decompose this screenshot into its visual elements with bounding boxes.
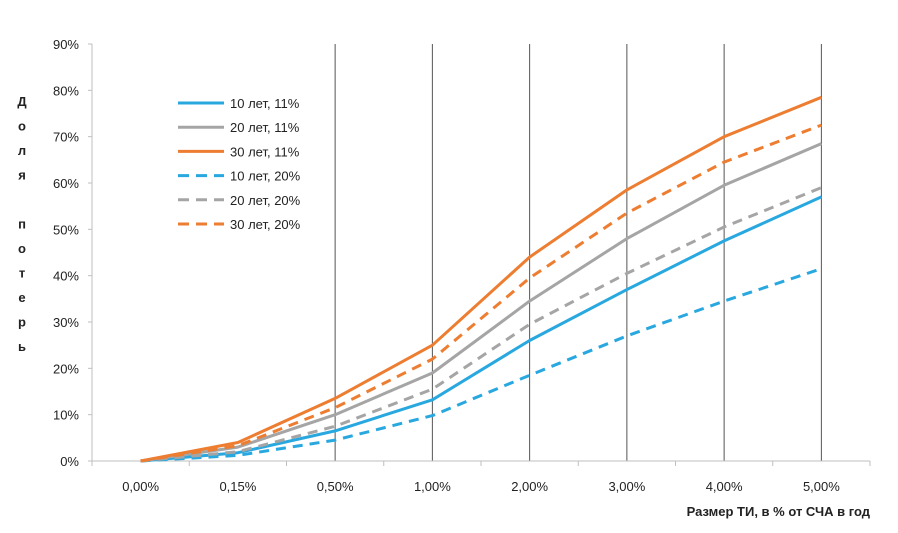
y-axis-label-letter: о [18,241,26,256]
legend-label: 20 лет, 20% [230,193,301,208]
y-tick-label: 30% [53,315,79,330]
x-tick-label: 1,00% [414,479,451,494]
vertical-gridlines [334,44,822,461]
legend-label: 30 лет, 20% [230,217,301,232]
y-axis-label-letter: л [18,143,26,158]
x-axis-ticks: 0,00% 0,15% 0,50% 1,00% 2,00% 3,00% 4,00% 5,00% [91,461,871,494]
x-tick-label: 0,15% [219,479,256,494]
y-axis-label-letter: ь [18,339,26,354]
series-line [140,95,822,463]
y-tick-label: 60% [53,176,79,191]
series-line [140,123,822,463]
y-tick-label: 70% [53,130,79,145]
series-line [140,186,822,463]
y-axis-label-letter: е [18,290,25,305]
y-tick-label: 80% [53,83,79,98]
series-lines [140,95,823,463]
x-axis-label: Размер ТИ, в % от СЧА в год [687,504,871,519]
y-axis-label-letter: р [18,315,26,330]
x-tick-label: 2,00% [511,479,548,494]
y-axis-label-letter: т [19,266,25,281]
legend-label: 20 лет, 11% [230,120,300,135]
x-tick-label: 0,00% [122,479,159,494]
x-tick-label: 4,00% [706,479,743,494]
x-tick-label: 3,00% [608,479,645,494]
axes [91,44,870,462]
series-line [140,267,822,463]
x-tick-label: 0,50% [317,479,354,494]
y-axis-label-letter: п [18,217,26,232]
legend-label: 10 лет, 11% [230,96,300,111]
y-tick-label: 10% [53,408,79,423]
y-tick-label: 0% [60,454,79,469]
y-axis-ticks: 0% 10% 20% 30% 40% 50% 60% 70% 80% 90% [53,37,92,469]
series-line [140,195,823,463]
legend: 10 лет, 11% 20 лет, 11% 30 лет, 11% 10 лет,… [178,96,301,232]
y-axis-label-letter: я [18,168,26,183]
y-axis-label-letter: о [18,119,26,134]
series-line [140,142,822,463]
y-tick-label: 20% [53,361,79,376]
y-tick-label: 90% [53,37,79,52]
y-tick-label: 40% [53,269,79,284]
legend-label: 10 лет, 20% [230,169,301,184]
y-axis-label-letter: Д [17,94,27,109]
y-tick-label: 50% [53,222,79,237]
legend-label: 30 лет, 11% [230,144,300,159]
x-tick-label: 5,00% [803,479,840,494]
